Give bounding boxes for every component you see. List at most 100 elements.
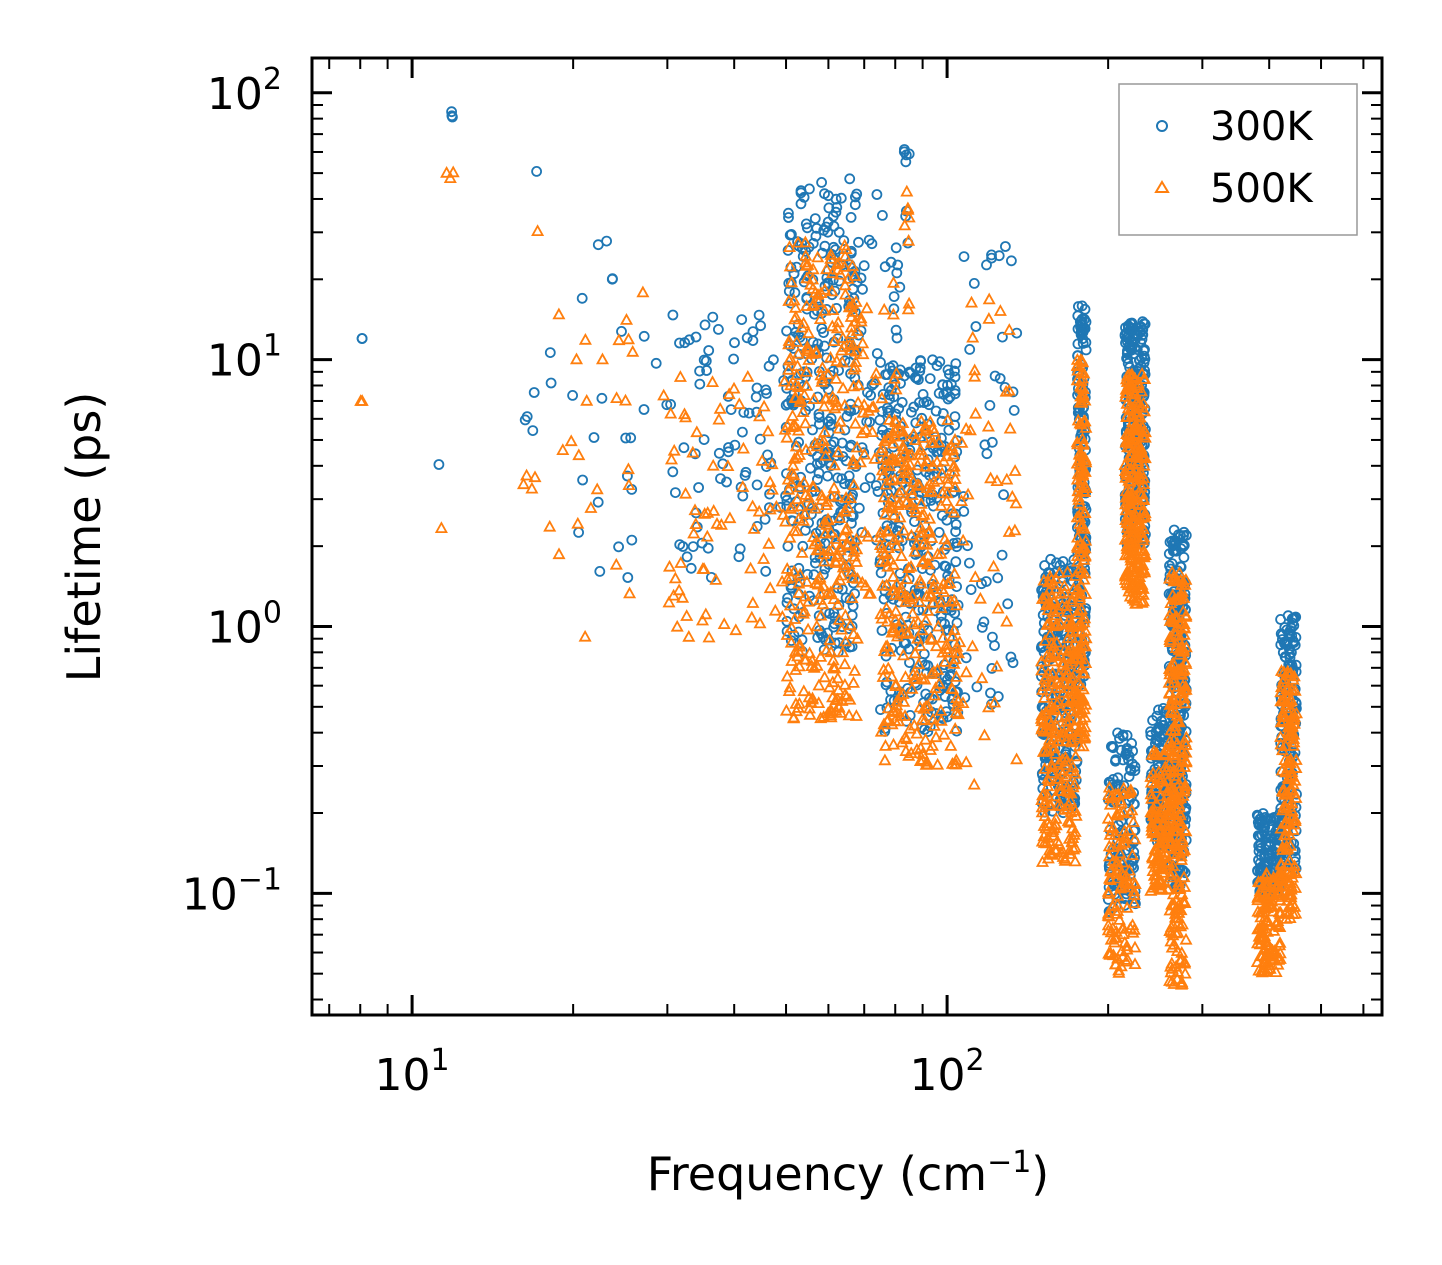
point-500k <box>833 540 847 553</box>
point-500k <box>847 627 861 639</box>
point-500k <box>931 757 945 770</box>
point-500k <box>1178 955 1192 967</box>
point-500k <box>1065 592 1079 605</box>
point-300k <box>981 448 993 460</box>
point-300k <box>964 343 976 355</box>
point-300k <box>919 659 931 671</box>
point-500k <box>1112 963 1126 976</box>
point-500k <box>908 646 922 659</box>
point-500k <box>1061 631 1075 644</box>
point-500k <box>889 604 903 617</box>
point-500k <box>1287 712 1301 725</box>
point-500k <box>947 623 961 635</box>
point-500k <box>1122 863 1136 876</box>
point-500k <box>831 445 845 458</box>
point-500k <box>1168 611 1182 623</box>
point-500k <box>902 561 916 573</box>
point-500k <box>1074 625 1088 637</box>
point-500k <box>1148 776 1162 789</box>
point-300k <box>962 540 973 552</box>
point-500k <box>826 690 840 703</box>
point-500k <box>830 354 844 367</box>
point-500k <box>1172 715 1187 728</box>
point-500k <box>1279 739 1293 751</box>
point-500k <box>780 418 795 431</box>
point-500k <box>1257 876 1271 889</box>
point-500k <box>862 587 876 599</box>
point-300k <box>877 424 889 436</box>
point-500k <box>798 589 812 602</box>
point-300k <box>594 566 606 577</box>
point-500k <box>1131 378 1145 391</box>
point-500k <box>1064 723 1078 736</box>
point-300k <box>876 625 888 636</box>
point-500k <box>890 698 904 711</box>
point-500k <box>1154 836 1168 849</box>
point-500k <box>1288 812 1302 825</box>
point-500k <box>1066 582 1081 594</box>
point-300k <box>1117 730 1129 742</box>
point-500k <box>1036 788 1050 801</box>
point-500k <box>1063 843 1077 856</box>
point-500k <box>853 455 868 468</box>
point-300k <box>994 373 1006 384</box>
point-300k <box>877 209 888 221</box>
point-300k <box>866 238 878 250</box>
point-500k <box>1037 724 1051 736</box>
point-500k <box>937 727 951 740</box>
point-300k <box>782 540 794 552</box>
point-300k <box>573 527 584 538</box>
point-500k <box>552 307 566 320</box>
point-500k <box>1286 672 1300 685</box>
point-500k <box>1281 681 1295 694</box>
point-500k <box>835 355 849 368</box>
point-500k <box>1002 323 1016 335</box>
point-300k <box>849 199 861 211</box>
point-500k <box>1062 832 1076 844</box>
point-500k <box>687 526 701 539</box>
point-500k <box>1064 616 1079 628</box>
point-500k <box>857 398 871 410</box>
point-300k <box>987 631 998 643</box>
point-500k <box>838 687 852 700</box>
point-300k <box>886 642 897 654</box>
point-500k <box>1070 607 1084 620</box>
point-500k <box>1056 655 1070 668</box>
point-500k <box>956 696 970 708</box>
point-500k <box>959 755 973 768</box>
point-300k <box>874 414 886 426</box>
point-500k <box>1114 796 1128 808</box>
point-500k <box>782 294 796 306</box>
point-500k <box>1057 585 1071 598</box>
point-500k <box>812 678 826 691</box>
x-tick-labels: 101 102 <box>375 1043 985 1101</box>
point-300k <box>1137 316 1149 328</box>
point-500k <box>799 488 813 500</box>
point-300k <box>687 541 699 552</box>
point-500k <box>879 451 893 463</box>
point-300k <box>807 424 818 436</box>
point-500k <box>806 272 820 285</box>
point-300k <box>1080 344 1092 356</box>
point-500k <box>1039 669 1053 682</box>
point-500k <box>825 284 839 297</box>
point-300k <box>992 572 1004 584</box>
point-500k <box>927 719 941 731</box>
point-500k <box>1131 422 1146 435</box>
point-500k <box>1073 592 1087 605</box>
point-500k <box>1136 546 1150 559</box>
point-500k <box>902 210 916 223</box>
point-500k <box>1165 604 1179 617</box>
point-500k <box>880 578 894 591</box>
point-500k <box>990 659 1004 672</box>
point-500k <box>1261 914 1275 926</box>
point-500k <box>840 521 854 534</box>
point-500k <box>988 695 1002 708</box>
point-300k <box>729 439 741 451</box>
point-500k <box>936 630 950 643</box>
point-300k <box>894 568 906 579</box>
point-300k <box>737 426 748 438</box>
point-500k <box>1120 539 1134 552</box>
point-500k <box>1163 630 1177 643</box>
point-500k <box>813 312 827 325</box>
